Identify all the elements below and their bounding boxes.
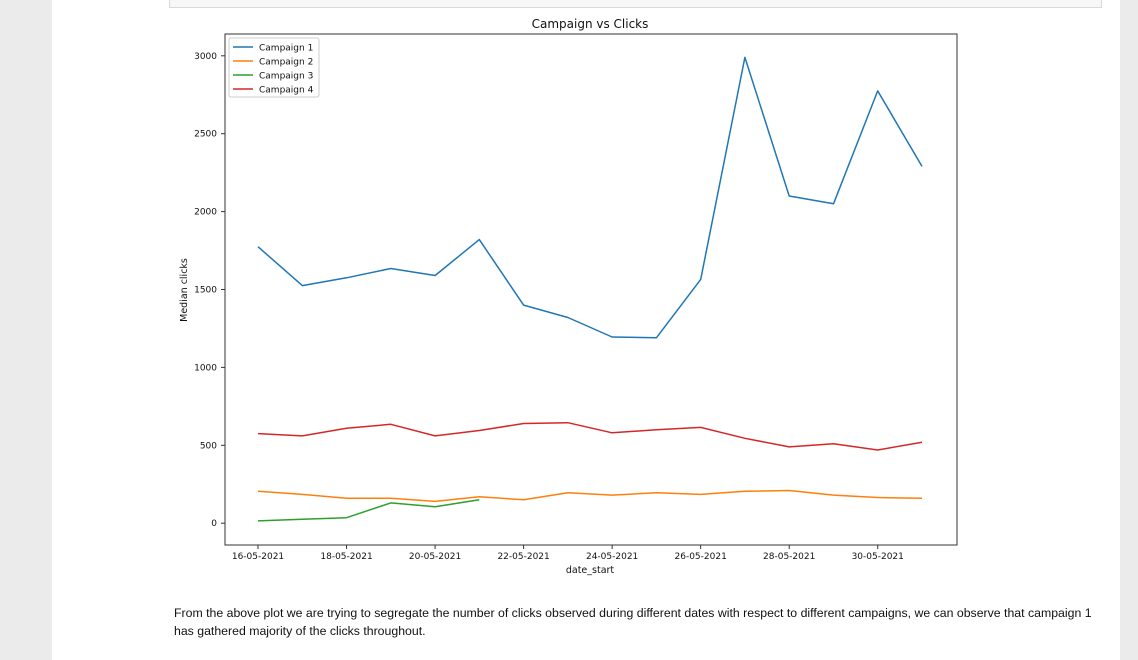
series-line-1 (257, 56, 923, 339)
description-text: From the above plot we are trying to seg… (174, 606, 1092, 638)
series-line-4 (257, 421, 923, 451)
y-tick-label: 500 (200, 441, 217, 451)
legend-label-4: Campaign 4 (259, 86, 314, 96)
y-tick-label: 1500 (194, 286, 217, 296)
x-tick-label: 16-05-2021 (232, 552, 284, 562)
x-tick-label: 28-05-2021 (763, 552, 815, 562)
y-tick-label: 2500 (194, 130, 217, 140)
y-tick-label: 1000 (194, 363, 217, 373)
previous-output-cell (169, 0, 1102, 8)
x-tick-label: 18-05-2021 (320, 552, 372, 562)
x-tick-label: 22-05-2021 (497, 552, 549, 562)
x-axis-label: date_start (566, 565, 615, 576)
x-tick-label: 30-05-2021 (852, 552, 904, 562)
series-line-3 (257, 499, 480, 522)
chart-title: Campaign vs Clicks (532, 17, 649, 31)
campaign-clicks-chart: Campaign vs Clicks date_start Median cli… (179, 17, 958, 576)
legend-label-3: Campaign 3 (259, 72, 313, 82)
x-tick-label: 24-05-2021 (586, 552, 638, 562)
plot-area (224, 33, 958, 546)
x-tick-label: 26-05-2021 (675, 552, 727, 562)
y-tick-label: 3000 (194, 52, 217, 62)
y-tick-label: 0 (211, 519, 217, 529)
legend-box (228, 37, 320, 98)
y-tick-label: 2000 (194, 208, 217, 218)
legend-label-1: Campaign 1 (259, 44, 313, 54)
legend-label-2: Campaign 2 (259, 58, 313, 68)
y-axis-label: Median clicks (179, 258, 190, 322)
series-line-2 (257, 489, 923, 503)
x-tick-label: 20-05-2021 (409, 552, 461, 562)
